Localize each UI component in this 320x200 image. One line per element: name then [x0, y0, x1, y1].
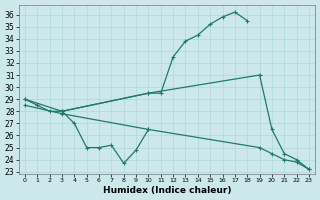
- X-axis label: Humidex (Indice chaleur): Humidex (Indice chaleur): [103, 186, 231, 195]
